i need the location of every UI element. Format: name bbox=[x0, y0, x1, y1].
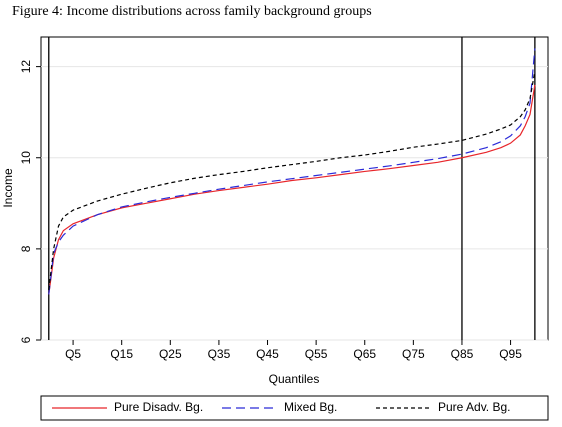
x-tick-label: Q15 bbox=[110, 347, 133, 361]
plot-frame bbox=[40, 36, 549, 341]
x-tick-label: Q65 bbox=[353, 347, 376, 361]
y-tick-label: 8 bbox=[19, 245, 33, 252]
x-tick-label: Q55 bbox=[305, 347, 328, 361]
chart-title: Figure 4: Income distributions across fa… bbox=[12, 4, 372, 19]
x-axis-label: Quantiles bbox=[269, 372, 320, 386]
series-line bbox=[48, 48, 536, 295]
x-tick-label: Q95 bbox=[499, 347, 522, 361]
x-tick-label: Q45 bbox=[256, 347, 279, 361]
x-tick-label: Q25 bbox=[159, 347, 182, 361]
legend-label: Pure Disadv. Bg. bbox=[114, 400, 203, 414]
y-tick-label: 12 bbox=[19, 60, 33, 74]
y-axis-label: Income bbox=[1, 168, 15, 208]
y-tick-label: 6 bbox=[19, 336, 33, 343]
x-tick-label: Q5 bbox=[65, 347, 81, 361]
legend-box bbox=[40, 395, 549, 421]
series-line bbox=[48, 84, 536, 295]
x-tick-label: Q75 bbox=[402, 347, 425, 361]
x-tick-label: Q85 bbox=[451, 347, 474, 361]
x-tick-label: Q35 bbox=[208, 347, 231, 361]
y-tick-label: 10 bbox=[19, 151, 33, 165]
series-line bbox=[48, 71, 536, 290]
legend-label: Pure Adv. Bg. bbox=[438, 400, 511, 414]
legend-label: Mixed Bg. bbox=[284, 400, 337, 414]
